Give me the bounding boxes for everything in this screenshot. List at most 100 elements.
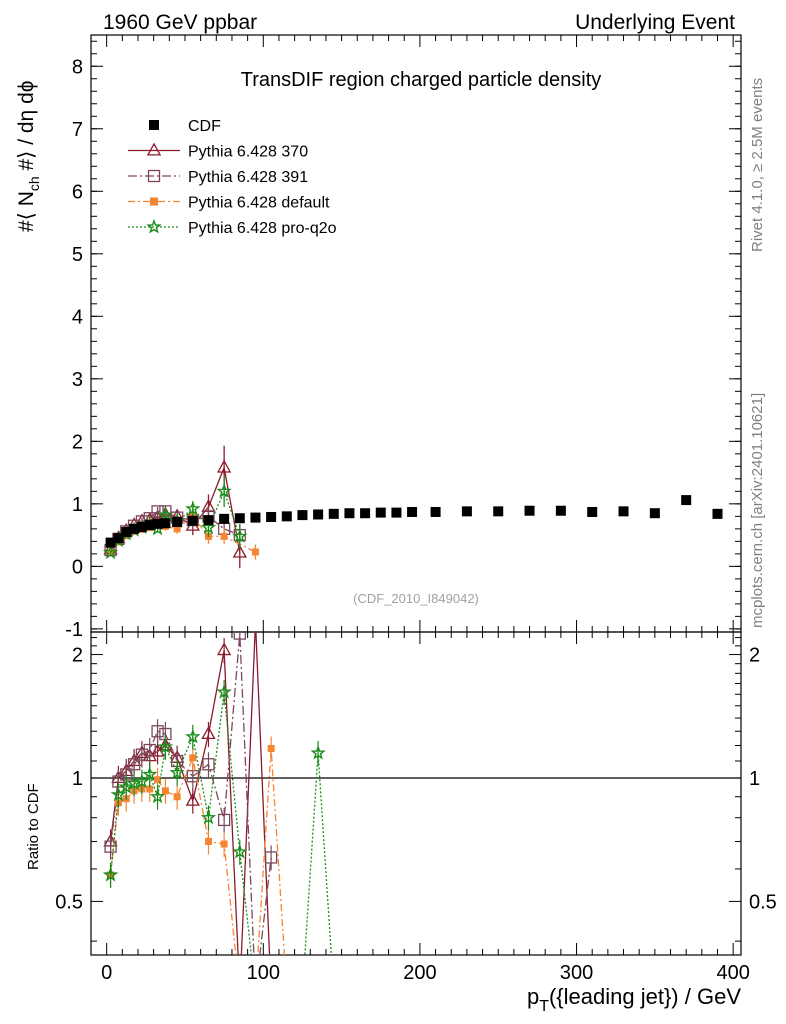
ratio-line: [109, 748, 286, 955]
series-cdf: [105, 495, 723, 548]
ratio-point: [104, 840, 117, 853]
data-point: [344, 508, 355, 519]
y-axis-label: #⟨ Nch #⟩ / dη dϕ: [15, 80, 42, 232]
data-point: [216, 459, 232, 473]
header-left: 1960 GeV ppbar: [103, 11, 257, 34]
ratio-point: [169, 764, 185, 780]
data-point: [281, 511, 292, 522]
ratio-point: [185, 792, 200, 806]
ratio-ytick-label-right: 1: [749, 768, 760, 790]
data-point: [587, 506, 598, 517]
ratio-data: [91, 615, 741, 955]
ratio-point: [135, 748, 149, 761]
legend-marker: [146, 142, 162, 156]
ratio-ytick-label-right: 0.5: [749, 891, 777, 913]
legend-item: Pythia 6.428 370: [128, 142, 308, 161]
rivet-label: Rivet 4.1.0, ≥ 2.5M events: [749, 78, 766, 252]
ratio-point: [201, 726, 216, 740]
data-point: [360, 508, 371, 519]
legend-label: Pythia 6.428 default: [188, 195, 330, 212]
data-point: [407, 506, 418, 517]
legend-item: CDF: [149, 118, 221, 135]
data-point: [234, 513, 245, 524]
data-point: [129, 523, 140, 534]
xtick-label: 400: [716, 962, 749, 984]
data-point: [185, 500, 201, 516]
data-point: [121, 526, 132, 537]
ratio-point: [267, 744, 275, 752]
x-axis-label: pT({leading jet}) / GeV: [527, 984, 741, 1015]
legend-marker: [149, 120, 159, 130]
data-point: [524, 505, 535, 516]
ratio-point: [110, 786, 127, 802]
data-point: [375, 507, 386, 518]
xtick-label: 0: [101, 962, 112, 984]
legend-label: Pythia 6.428 391: [188, 169, 308, 186]
ratio-ytick-label: 2: [72, 645, 83, 667]
legend-label: Pythia 6.428 370: [188, 144, 308, 161]
mcplots-label: mcplots.cern.ch [arXiv:2401.10621]: [749, 393, 766, 628]
legend-marker: [147, 169, 161, 183]
ratio-point: [146, 785, 154, 793]
data-point: [250, 512, 261, 523]
data-point: [712, 508, 723, 519]
main-ytick-label: 0: [72, 556, 83, 578]
data-point: [328, 508, 339, 519]
ratio-line: [109, 633, 272, 955]
data-point: [157, 507, 174, 522]
data-point: [681, 495, 692, 506]
main-ytick-label: 5: [72, 244, 83, 266]
ratio-point: [216, 642, 232, 656]
main-ytick-label: 1: [72, 494, 83, 516]
ratio-point: [157, 738, 174, 754]
data-point: [251, 548, 259, 556]
xtick-label: 300: [560, 962, 593, 984]
data-point: [144, 520, 155, 531]
main-ytick-label: 8: [72, 56, 83, 78]
data-point: [203, 515, 214, 526]
legend-item: Pythia 6.428 default: [128, 195, 330, 212]
ratio-point: [200, 809, 217, 825]
ratio-axis-label: Ratio to CDF: [25, 783, 42, 870]
legend-item: Pythia 6.428 391: [128, 169, 308, 186]
ratio-point: [161, 787, 169, 795]
ratio-point: [118, 779, 134, 794]
ratio-point: [149, 788, 166, 804]
data-point: [266, 511, 277, 522]
ratio-point: [102, 866, 119, 882]
main-ytick-label: 2: [72, 431, 83, 453]
ratio-plot-panel: 0.5 0.5 1 1 2 2: [55, 615, 777, 956]
main-ytick-label: -1: [65, 619, 83, 641]
ratio-point: [217, 813, 231, 827]
ratio-frame: [90, 631, 742, 956]
main-title: TransDIF region charged particle density: [241, 69, 602, 91]
ratio-ytick-label: 1: [72, 768, 83, 790]
legend-label: Pythia 6.428 pro-q2o: [188, 220, 337, 237]
ratio-point: [264, 851, 278, 864]
main-data: [102, 445, 723, 569]
data-point: [102, 544, 119, 560]
data-point: [618, 506, 629, 517]
header-right: Underlying Event: [575, 11, 735, 34]
ratio-point: [249, 615, 261, 626]
ratio-point: [204, 837, 212, 845]
xtick-label: 100: [247, 962, 280, 984]
ratio-point: [127, 758, 141, 771]
ratio-point: [310, 744, 326, 760]
data-point: [297, 510, 308, 521]
ratio-ytick-label: 0.5: [55, 891, 83, 913]
data-point: [430, 506, 441, 517]
data-point: [105, 537, 116, 548]
ratio-point: [233, 632, 246, 640]
data-point: [649, 508, 660, 519]
ratio-point: [154, 776, 162, 784]
ratio-point: [142, 766, 158, 781]
data-point: [220, 532, 228, 540]
data-point: [136, 521, 147, 532]
ratio-point: [220, 840, 228, 848]
ratio-point: [232, 843, 248, 859]
data-point: [160, 518, 171, 529]
main-ytick-label: 4: [72, 306, 83, 328]
data-point: [493, 506, 504, 517]
